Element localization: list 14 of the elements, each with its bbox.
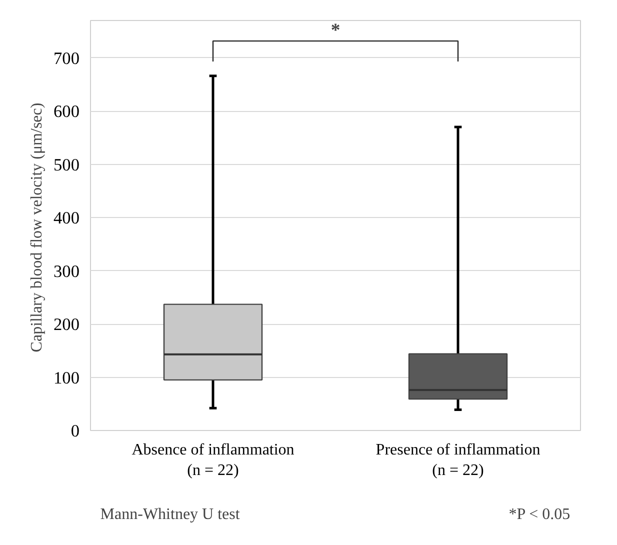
annotation: * <box>330 20 340 41</box>
text: Mann-Whitney U test <box>100 506 240 523</box>
x-tick-label: Presence of inflammation (n = 22) <box>376 442 540 479</box>
y-tick-label: 500 <box>54 155 80 174</box>
y-tick-label: 200 <box>54 315 80 334</box>
y-tick-label: 0 <box>70 422 80 440</box>
y-tick-label: 300 <box>54 262 80 281</box>
y-tick-label: 400 <box>54 208 80 228</box>
text: *P < 0.05 <box>508 506 570 523</box>
y-tick-label: 600 <box>54 102 80 122</box>
y-tick-label: 700 <box>54 48 80 68</box>
y-axis-title: Capillary blood flow velocity (μm/sec) <box>28 102 46 352</box>
y-tick-label: 100 <box>54 368 80 388</box>
x-tick-label: Absence of inflammation (n = 22) <box>132 442 294 479</box>
